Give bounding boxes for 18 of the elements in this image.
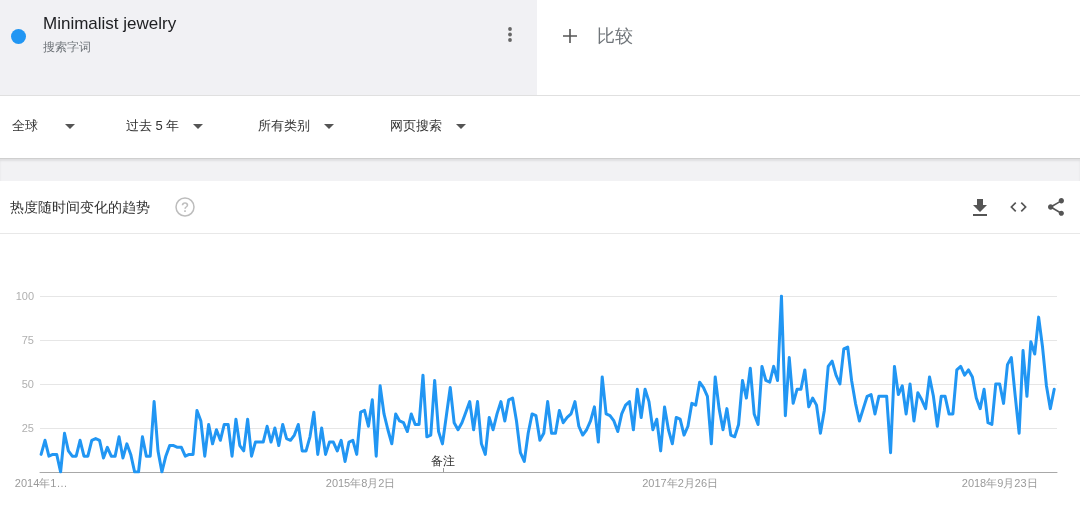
x-tick-label: 2015年8月2日 — [325, 476, 396, 489]
x-tick-label: 2014年1… — [14, 476, 68, 489]
text: 全球 — [12, 118, 38, 133]
x-tick-label: 2017年2月26日 — [642, 476, 719, 489]
text: 过去 5 年 — [126, 118, 180, 133]
line-series — [39, 294, 1056, 474]
text: 所有类别 — [258, 118, 310, 133]
text: 网页搜索 — [390, 118, 442, 133]
y-tick-label: 50 — [21, 378, 34, 390]
annotation: 备注 — [431, 454, 455, 468]
chart-title: 热度随时间变化的趋势 — [10, 199, 150, 215]
text: Minimalist jewelry — [43, 14, 177, 33]
y-tick-label: 100 — [15, 290, 34, 302]
text: 搜索字词 — [43, 40, 91, 54]
y-tick-label: 75 — [21, 334, 34, 346]
text: 比较 — [597, 26, 633, 46]
y-tick-label: 25 — [21, 422, 34, 434]
x-tick-label: 2018年9月23日 — [961, 476, 1038, 489]
